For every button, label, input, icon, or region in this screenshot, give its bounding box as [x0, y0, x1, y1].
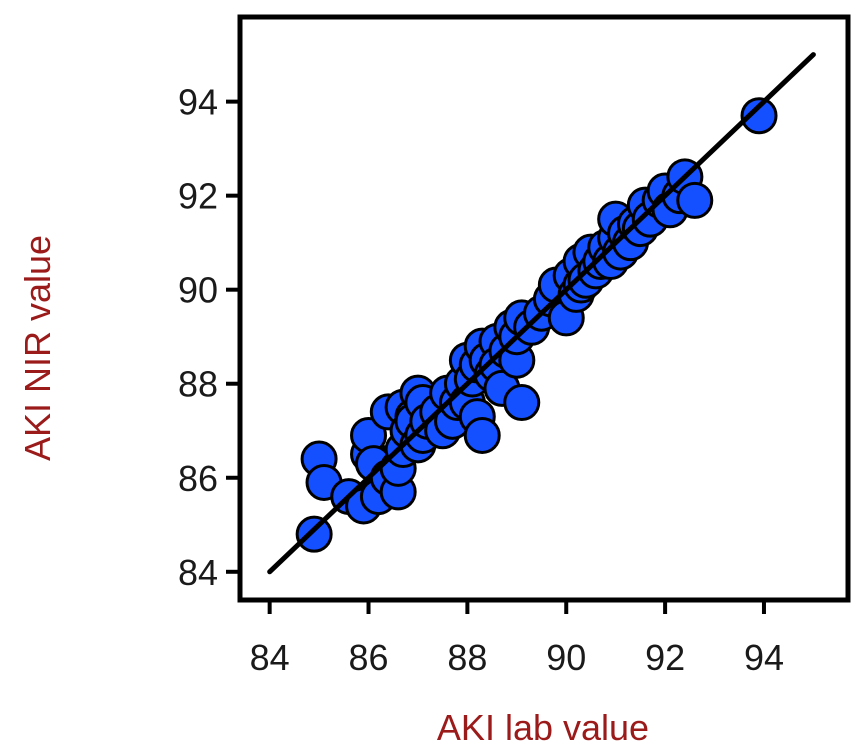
data-point-46 [503, 384, 541, 422]
x-tick-label-86: 86 [348, 637, 388, 678]
x-tick-label-90: 90 [546, 637, 586, 678]
plot-frame [237, 14, 851, 603]
x-axis: 84 86 88 90 92 94 [250, 600, 784, 678]
y-axis-title: AKI NIR value [17, 235, 58, 461]
data-point-0 [295, 515, 333, 553]
y-tick-label-94: 94 [178, 82, 218, 123]
x-axis-title: AKI lab value [437, 707, 649, 747]
x-tick-label-94: 94 [744, 637, 784, 678]
y-tick-label-84: 84 [178, 552, 218, 593]
y-axis: 84 86 88 90 92 94 [178, 82, 240, 593]
x-tick-label-88: 88 [447, 637, 487, 678]
y-tick-label-88: 88 [178, 364, 218, 405]
x-tick-label-84: 84 [250, 637, 290, 678]
data-point-34 [463, 416, 501, 454]
reference-line [267, 52, 816, 575]
data-point-76 [676, 181, 714, 219]
y-tick-label-90: 90 [178, 270, 218, 311]
y-tick-label-86: 86 [178, 458, 218, 499]
points-layer [295, 97, 778, 553]
y-tick-label-92: 92 [178, 176, 218, 217]
x-tick-label-92: 92 [645, 637, 685, 678]
data-point-77 [740, 97, 778, 135]
